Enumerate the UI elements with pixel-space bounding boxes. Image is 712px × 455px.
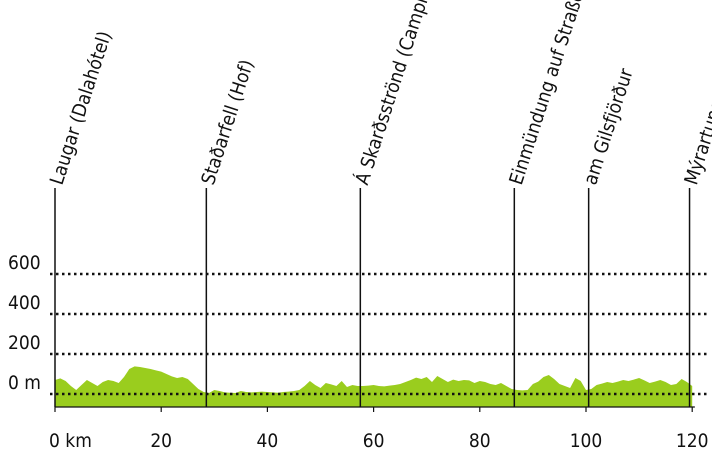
x-tick-label: 0 km — [49, 430, 92, 452]
elevation-area-layer — [55, 366, 693, 407]
y-tick-label: 400 — [8, 292, 41, 314]
waypoint-layer: Laugar (Dalahótel) Staðarfell (Hof) Á Skar… — [46, 0, 712, 407]
x-tick-label: 40 — [257, 430, 279, 452]
y-axis-tick-labels: 0 m 200 400 600 — [8, 252, 41, 394]
y-tick-label: 0 m — [8, 372, 41, 394]
waypoint-label: Mýrartunga (Gästehaus) — [680, 0, 712, 188]
y-tick-label: 600 — [8, 252, 41, 274]
waypoint-label: Staðarfell (Hof) — [197, 57, 258, 188]
y-tick-label: 200 — [8, 332, 41, 354]
x-tick-label: 20 — [150, 430, 172, 452]
waypoint-label: Laugar (Dalahótel) — [46, 29, 116, 188]
x-axis: 0 km 20 40 60 80 100 120 — [49, 406, 709, 452]
x-tick-label: 80 — [469, 430, 491, 452]
gridline-layer — [50, 272, 708, 396]
waypoint-label: Á Skarðsströnd (Camping) — [350, 0, 441, 188]
waypoint-label: Einmündung auf Straße 60 — [505, 0, 597, 188]
waypoint-label: am Gilsfjörður — [579, 65, 638, 188]
elevation-area — [55, 366, 693, 407]
x-tick-label: 60 — [363, 430, 385, 452]
x-tick-label: 100 — [570, 430, 603, 452]
x-tick-label: 120 — [676, 430, 709, 452]
